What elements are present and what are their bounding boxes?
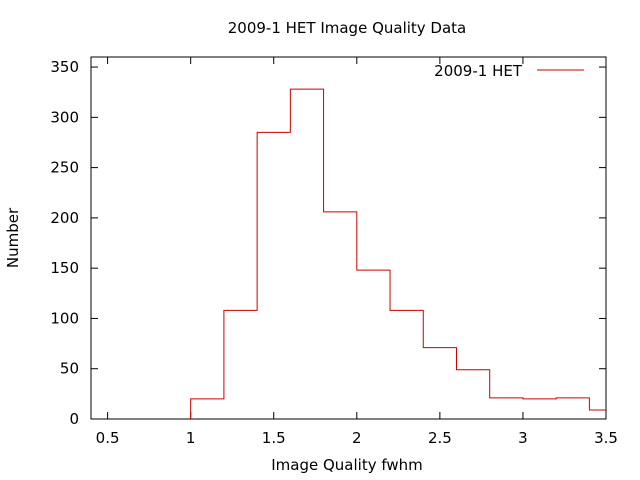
x-tick-label: 0.5 (96, 429, 120, 447)
y-tick-label: 250 (50, 159, 79, 177)
y-tick-label: 50 (60, 360, 79, 378)
x-tick-label: 1.5 (262, 429, 286, 447)
y-axis: 0 50 100 150 200 250 300 350 (50, 58, 606, 428)
y-tick-label: 300 (50, 108, 79, 126)
legend: 2009-1 HET (434, 62, 584, 80)
y-tick-label: 0 (69, 410, 79, 428)
x-tick-label: 2 (352, 429, 362, 447)
x-axis: 0.5 1 1.5 2 2.5 3 3.5 (96, 57, 618, 447)
x-tick-label: 1 (186, 429, 196, 447)
plot-frame (90, 56, 607, 420)
x-axis-label: Image Quality fwhm (271, 456, 423, 474)
histogram-series-line (190, 88, 606, 419)
x-tick-label: 3 (518, 429, 528, 447)
y-axis-label: Number (4, 207, 22, 268)
legend-label: 2009-1 HET (434, 62, 523, 80)
x-tick-label: 2.5 (428, 429, 452, 447)
chart-title: 2009-1 HET Image Quality Data (228, 19, 467, 37)
y-tick-label: 150 (50, 259, 79, 277)
x-tick-label: 3.5 (594, 429, 618, 447)
y-tick-label: 100 (50, 309, 79, 327)
y-tick-label: 350 (50, 58, 79, 76)
y-tick-label: 200 (50, 209, 79, 227)
